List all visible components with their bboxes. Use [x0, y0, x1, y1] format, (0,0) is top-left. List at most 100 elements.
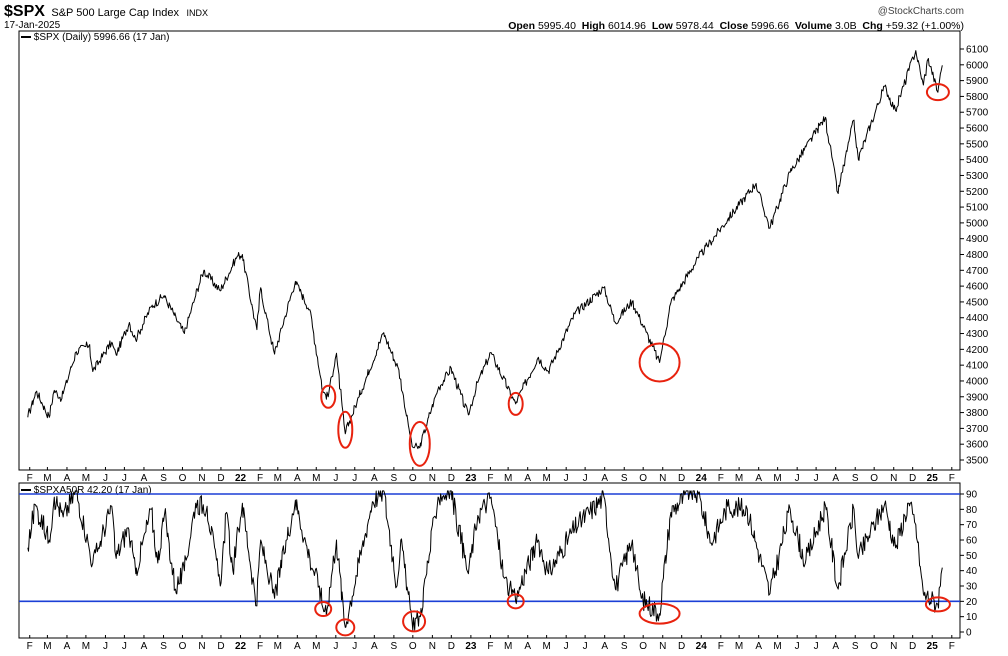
price-x-tick-label: N: [198, 473, 205, 484]
volume-label: Volume: [794, 20, 833, 32]
spx-price-line: [27, 50, 943, 450]
breadth-low-circle: [638, 602, 681, 625]
breadth-x-tick-label: N: [198, 641, 205, 652]
price-x-tick-label: M: [773, 473, 781, 484]
price-x-tick-label: A: [141, 473, 148, 484]
breadth-y-tick-label: 50: [966, 551, 978, 562]
price-y-tick-label: 6000: [966, 60, 989, 71]
breadth-x-tick-label: 25: [927, 641, 939, 652]
price-y-tick-label: 3900: [966, 392, 989, 403]
breadth-x-tick-label: 22: [235, 641, 247, 652]
chart-header: $SPX S&P 500 Large Cap Index INDX: [4, 3, 208, 21]
breadth-x-tick-label: J: [814, 641, 819, 652]
price-x-tick-label: F: [949, 473, 955, 484]
price-y-tick-label: 5800: [966, 92, 989, 103]
price-x-tick-label: F: [27, 473, 33, 484]
breadth-x-tick-label: F: [718, 641, 724, 652]
exchange: INDX: [186, 8, 208, 18]
price-x-tick-label: D: [909, 473, 916, 484]
price-y-tick-label: 4400: [966, 313, 989, 324]
breadth-x-tick-label: M: [735, 641, 743, 652]
breadth-x-tick-label: M: [274, 641, 282, 652]
breadth-x-tick-label: M: [504, 641, 512, 652]
price-x-tick-label: M: [82, 473, 90, 484]
price-x-tick-label: O: [179, 473, 187, 484]
price-low-circle: [320, 384, 337, 409]
breadth-x-tick-label: J: [103, 641, 108, 652]
price-x-tick-label: M: [504, 473, 512, 484]
breadth-x-tick-label: D: [909, 641, 916, 652]
breadth-x-tick-label: J: [333, 641, 338, 652]
close-label: Close: [719, 20, 749, 32]
price-low-circle: [408, 420, 431, 467]
price-x-tick-label: A: [755, 473, 762, 484]
price-y-tick-label: 3800: [966, 408, 989, 419]
breadth-y-tick-label: 10: [966, 612, 978, 623]
open-value: 5995.40: [537, 20, 576, 32]
price-x-tick-label: J: [122, 473, 127, 484]
breadth-x-tick-label: O: [179, 641, 187, 652]
price-y-tick-label: 4800: [966, 250, 989, 261]
price-x-tick-label: J: [333, 473, 338, 484]
breadth-panel-frame: [18, 482, 961, 639]
price-y-tick-label: 6100: [966, 45, 989, 56]
price-y-tick-label: 4500: [966, 297, 989, 308]
price-y-tick-label: 5300: [966, 171, 989, 182]
price-x-tick-label: A: [64, 473, 71, 484]
price-x-tick-label: 22: [235, 473, 247, 484]
breadth-x-tick-label: J: [564, 641, 569, 652]
price-x-tick-label: F: [487, 473, 493, 484]
price-low-circle: [638, 342, 681, 383]
breadth-x-tick-label: N: [890, 641, 897, 652]
breadth-low-circle: [402, 610, 427, 633]
price-y-tick-label: 4600: [966, 282, 989, 293]
breadth-x-tick-label: M: [43, 641, 51, 652]
breadth-x-tick-label: A: [601, 641, 608, 652]
breadth-y-tick-label: 70: [966, 520, 978, 531]
breadth-y-tick-label: 40: [966, 566, 978, 577]
price-x-tick-label: O: [870, 473, 878, 484]
price-x-tick-label: J: [352, 473, 357, 484]
price-x-tick-label: D: [217, 473, 224, 484]
breadth-x-tick-label: J: [795, 641, 800, 652]
price-y-tick-label: 4200: [966, 345, 989, 356]
close-value: 5996.66: [751, 20, 790, 32]
price-low-circle: [925, 83, 950, 102]
price-y-tick-label: 4300: [966, 329, 989, 340]
price-legend-text: $SPX (Daily) 5996.66 (17 Jan): [33, 32, 170, 43]
price-x-tick-label: A: [294, 473, 301, 484]
breadth-x-tick-label: O: [870, 641, 878, 652]
breadth-low-circle: [924, 596, 951, 613]
price-x-tick-label: D: [448, 473, 455, 484]
breadth-y-tick-label: 30: [966, 582, 978, 593]
breadth-x-tick-label: A: [294, 641, 301, 652]
breadth-x-tick-label: S: [391, 641, 398, 652]
price-x-tick-label: A: [371, 473, 378, 484]
breadth-x-tick-label: S: [160, 641, 167, 652]
breadth-x-tick-label: N: [659, 641, 666, 652]
breadth-x-tick-label: M: [773, 641, 781, 652]
breadth-y-tick-label: 20: [966, 597, 978, 608]
breadth-x-tick-label: N: [429, 641, 436, 652]
breadth-x-tick-label: M: [312, 641, 320, 652]
price-y-tick-label: 4700: [966, 266, 989, 277]
price-x-tick-label: 25: [927, 473, 939, 484]
price-x-tick-label: S: [391, 473, 398, 484]
price-x-tick-label: S: [160, 473, 167, 484]
breadth-x-tick-label: 24: [696, 641, 708, 652]
price-x-tick-label: F: [257, 473, 263, 484]
price-x-tick-label: O: [639, 473, 647, 484]
price-y-tick-label: 4000: [966, 376, 989, 387]
breadth-x-tick-label: A: [141, 641, 148, 652]
price-y-tick-label: 5700: [966, 108, 989, 119]
breadth-x-tick-label: O: [409, 641, 417, 652]
chg-value: +59.32 (+1.00%): [885, 20, 964, 32]
high-label: High: [581, 20, 606, 32]
breadth-x-tick-label: F: [949, 641, 955, 652]
price-x-tick-label: J: [103, 473, 108, 484]
open-label: Open: [508, 20, 536, 32]
chart-date: 17-Jan-2025: [4, 20, 61, 31]
breadth-low-circle: [314, 601, 333, 617]
price-low-circle: [337, 410, 354, 449]
